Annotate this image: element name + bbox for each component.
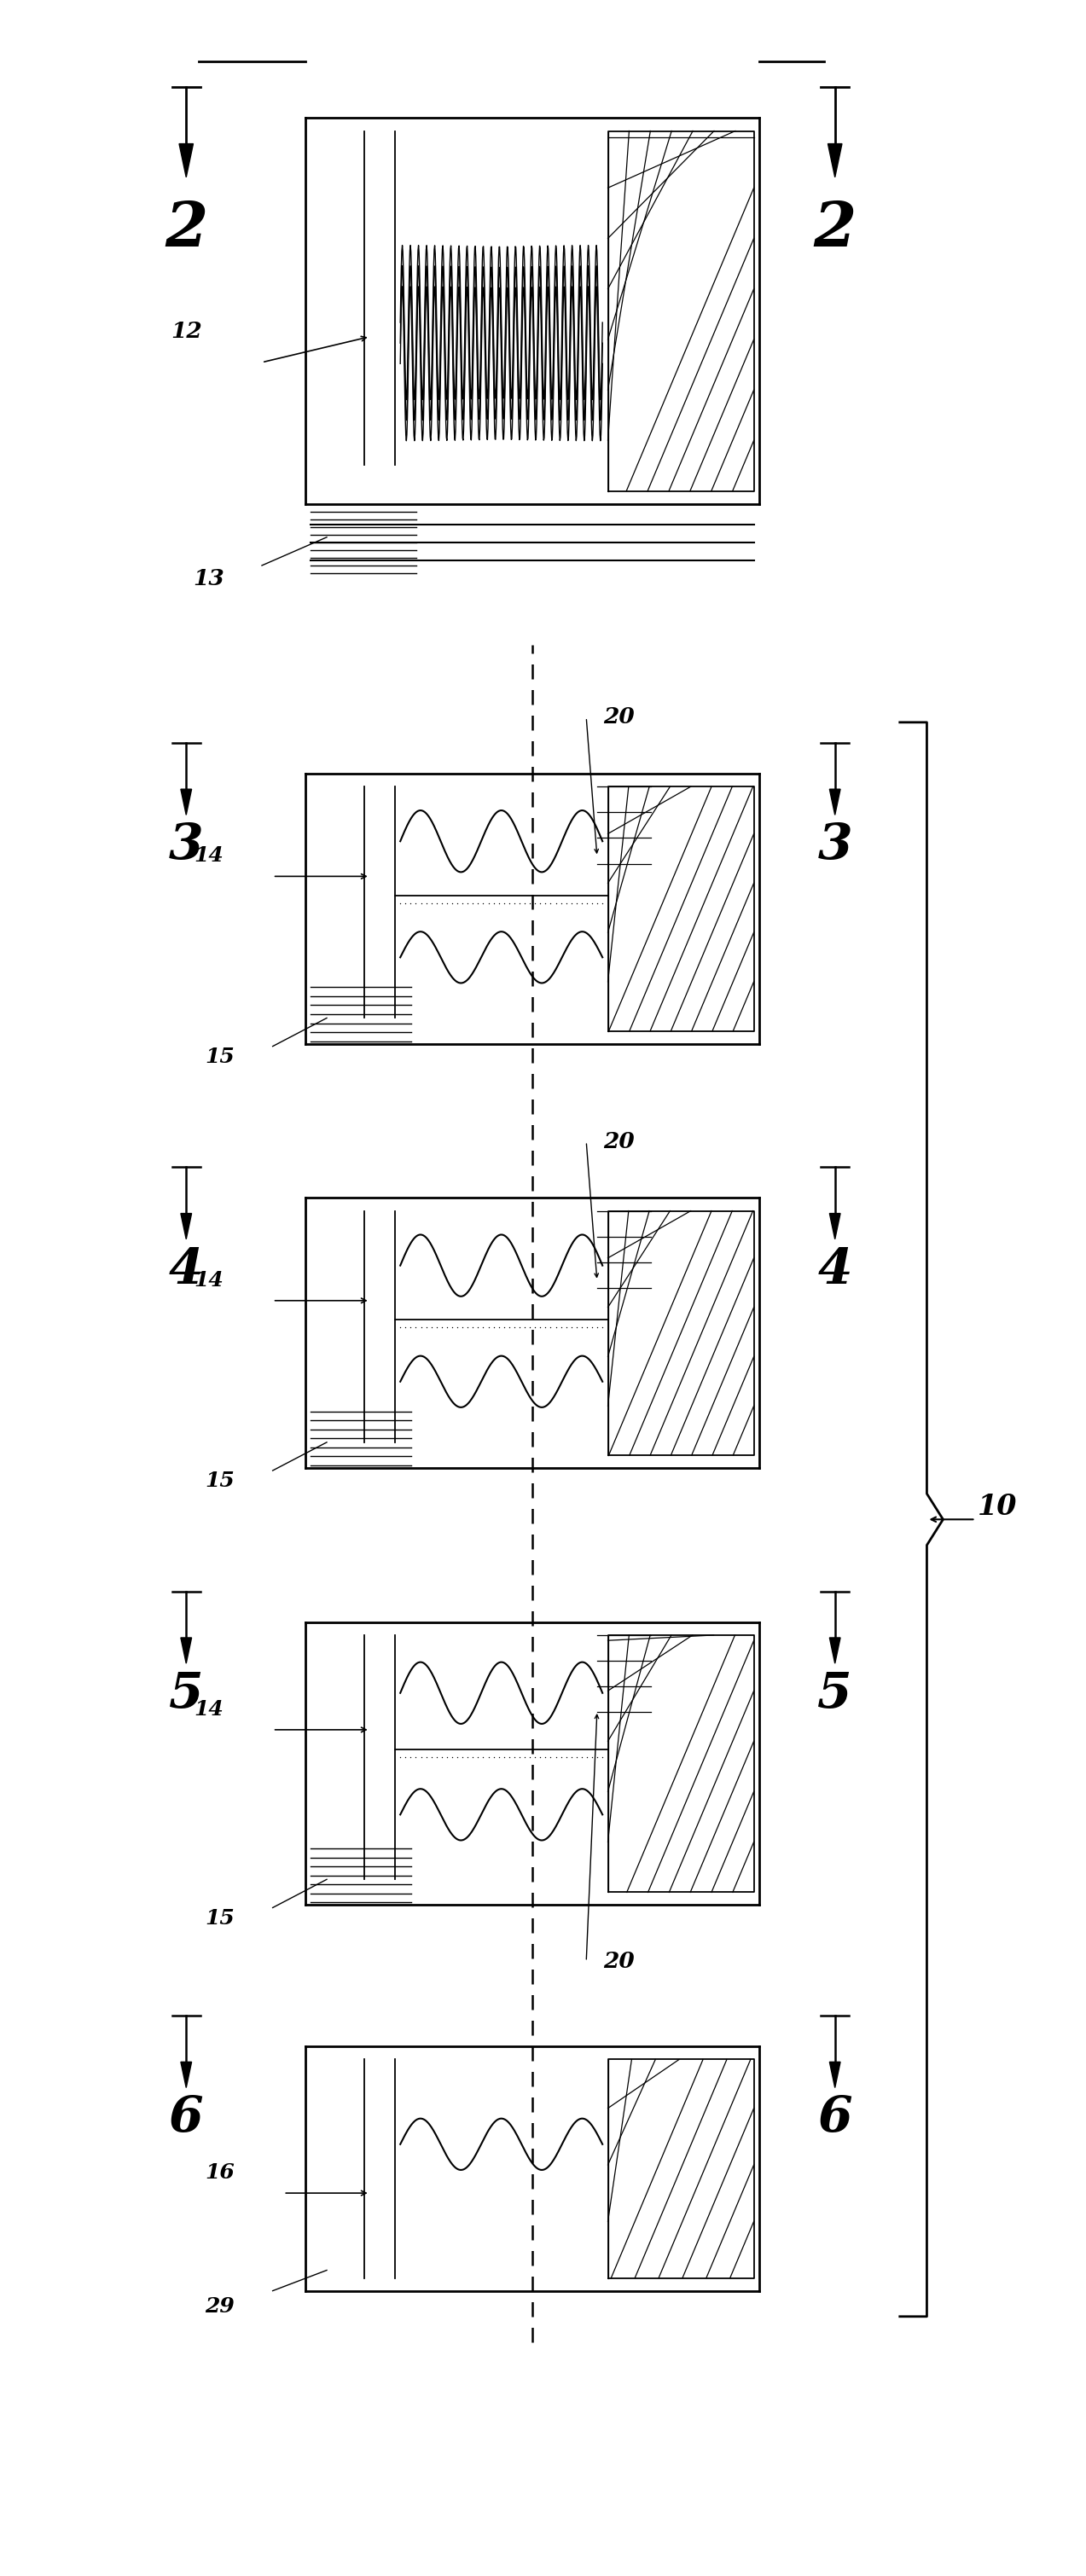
- Polygon shape: [180, 788, 191, 814]
- Text: 14: 14: [194, 845, 224, 866]
- Text: 20: 20: [603, 1131, 634, 1151]
- Text: 5: 5: [168, 1669, 203, 1718]
- Text: 6: 6: [168, 2094, 203, 2143]
- Text: 5: 5: [818, 1669, 853, 1718]
- Text: 4: 4: [168, 1247, 203, 1293]
- Text: 2: 2: [165, 198, 207, 260]
- Polygon shape: [180, 1213, 191, 1239]
- Text: 6: 6: [818, 2094, 853, 2143]
- Text: 13: 13: [192, 567, 224, 590]
- Text: 15: 15: [205, 1046, 235, 1066]
- Text: 4: 4: [818, 1247, 853, 1293]
- Polygon shape: [180, 1638, 191, 1664]
- Polygon shape: [830, 1213, 841, 1239]
- Polygon shape: [830, 788, 841, 814]
- Text: 15: 15: [205, 1909, 235, 1929]
- Text: 10: 10: [977, 1492, 1016, 1520]
- Polygon shape: [179, 144, 193, 178]
- Text: 14: 14: [194, 1700, 224, 1718]
- Text: 20: 20: [603, 706, 634, 729]
- Text: 15: 15: [205, 1471, 235, 1492]
- Polygon shape: [180, 2061, 191, 2087]
- Text: 3: 3: [818, 822, 853, 871]
- Text: 3: 3: [168, 822, 203, 871]
- Text: 29: 29: [205, 2295, 235, 2316]
- Polygon shape: [830, 2061, 841, 2087]
- Text: 14: 14: [194, 1270, 224, 1291]
- Text: 12: 12: [172, 322, 202, 343]
- Text: 2: 2: [813, 198, 857, 260]
- Text: 16: 16: [205, 2161, 235, 2182]
- Text: 20: 20: [603, 1950, 634, 1973]
- Polygon shape: [830, 1638, 841, 1664]
- Polygon shape: [828, 144, 842, 178]
